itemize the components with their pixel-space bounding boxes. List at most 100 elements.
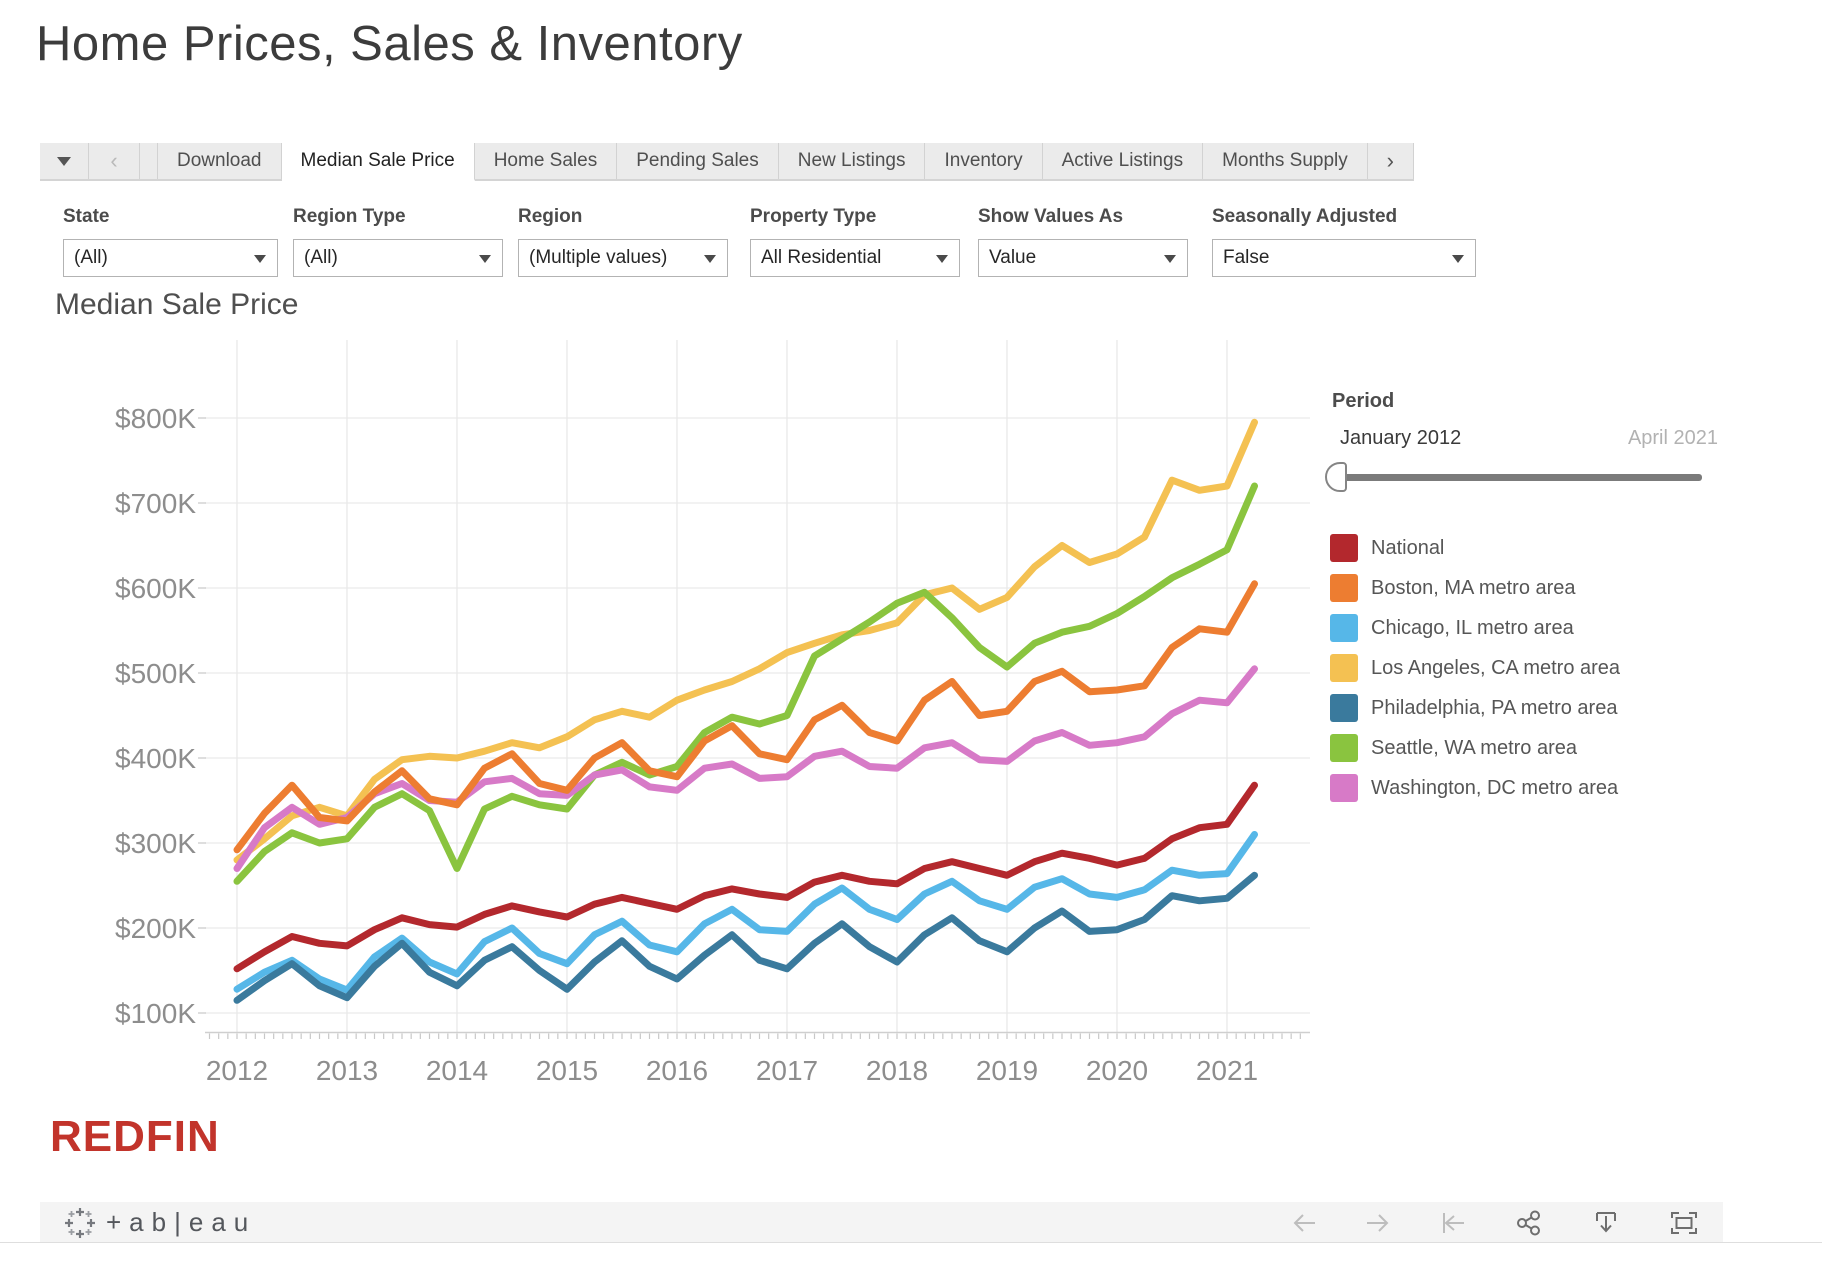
share-icon[interactable]: [1512, 1208, 1548, 1238]
legend-label: Philadelphia, PA metro area: [1371, 696, 1618, 719]
tab-pending-sales[interactable]: Pending Sales: [617, 143, 779, 179]
y-tick-label: $200K: [115, 913, 196, 944]
legend-swatch: [1330, 654, 1358, 682]
y-tick-label: $500K: [115, 658, 196, 689]
filter-dropdown-seasonally-adjusted[interactable]: False: [1212, 239, 1476, 277]
tab-inventory[interactable]: Inventory: [925, 143, 1043, 179]
page-title: Home Prices, Sales & Inventory: [36, 17, 743, 71]
legend-swatch: [1330, 574, 1358, 602]
legend-label: Chicago, IL metro area: [1371, 616, 1574, 639]
dropdown-caret-icon: [254, 255, 266, 263]
download-icon[interactable]: [1588, 1208, 1624, 1238]
dropdown-caret-icon: [936, 255, 948, 263]
series-line-washington-dc-metro-area[interactable]: [233, 665, 1258, 872]
x-tick-label: 2012: [206, 1055, 268, 1086]
y-tick-label: $600K: [115, 573, 196, 604]
slider-track[interactable]: [1341, 474, 1702, 481]
axes: [198, 417, 1310, 1039]
legend-swatch: [1330, 614, 1358, 642]
tab-months-supply[interactable]: Months Supply: [1203, 143, 1368, 179]
legend-item-seattle-wa-metro-area[interactable]: Seattle, WA metro area: [1330, 728, 1620, 768]
filter-label: State: [63, 206, 110, 227]
legend-label: Los Angeles, CA metro area: [1371, 656, 1621, 679]
tab-scroll-left-button[interactable]: ‹: [89, 143, 140, 179]
filter-dropdown-property-type[interactable]: All Residential: [750, 239, 960, 277]
divider: [0, 1242, 1822, 1243]
series-line-chicago-il-metro-area[interactable]: [233, 831, 1258, 994]
period-date-range: January 2012 April 2021: [1340, 427, 1718, 450]
undo-arrow-icon[interactable]: [1286, 1208, 1322, 1238]
series-line-national[interactable]: [233, 781, 1258, 973]
y-tick-label: $400K: [115, 743, 196, 774]
chevron-right-icon: ›: [1386, 148, 1394, 173]
tab-menu-button[interactable]: [40, 143, 89, 179]
legend-label: Washington, DC metro area: [1371, 776, 1619, 799]
period-start-label: January 2012: [1340, 427, 1462, 449]
y-tick-label: $800K: [115, 403, 196, 434]
legend-item-national[interactable]: National: [1330, 528, 1620, 568]
x-tick-label: 2020: [1086, 1055, 1148, 1086]
tab-strip-stub: [140, 143, 158, 179]
legend-label: National: [1371, 536, 1445, 559]
tableau-wordmark: +ab|eau: [106, 1207, 257, 1237]
x-tick-label: 2016: [646, 1055, 708, 1086]
legend-item-boston-ma-metro-area[interactable]: Boston, MA metro area: [1330, 568, 1620, 608]
redfin-logo: REDFIN: [50, 1112, 220, 1161]
period-slider[interactable]: [1325, 461, 1720, 495]
x-tick-label: 2015: [536, 1055, 598, 1086]
x-tick-label: 2013: [316, 1055, 378, 1086]
redo-arrow-icon[interactable]: [1360, 1208, 1396, 1238]
filter-region: Region (Multiple values): [518, 206, 728, 277]
reset-icon[interactable]: [1434, 1208, 1470, 1238]
series-line-philadelphia-pa-metro-area[interactable]: [233, 871, 1258, 1004]
legend-swatch: [1330, 734, 1358, 762]
filter-dropdown-region[interactable]: (Multiple values): [518, 239, 728, 277]
y-tick-label: $100K: [115, 998, 196, 1029]
legend-label: Boston, MA metro area: [1371, 576, 1576, 599]
tab-download[interactable]: Download: [158, 143, 282, 179]
period-end-label: April 2021: [1627, 427, 1718, 449]
tab-scroll-right-button[interactable]: ›: [1367, 143, 1414, 179]
series-line-seattle-wa-metro-area[interactable]: [233, 482, 1258, 885]
legend-swatch: [1330, 774, 1358, 802]
tableau-toolbar: +ab|eau: [40, 1202, 1723, 1242]
dropdown-caret-icon: [479, 255, 491, 263]
legend-item-los-angeles-ca-metro-area[interactable]: Los Angeles, CA metro area: [1330, 648, 1620, 688]
legend-item-philadelphia-pa-metro-area[interactable]: Philadelphia, PA metro area: [1330, 688, 1620, 728]
series-line-los-angeles-ca-metro-area[interactable]: [233, 418, 1258, 864]
tab-active-listings[interactable]: Active Listings: [1042, 143, 1204, 179]
legend: National Boston, MA metro area Chicago, IL…: [1330, 528, 1620, 808]
caret-down-icon: [57, 156, 71, 166]
filter-label: Show Values As: [978, 206, 1124, 227]
chart-title: Median Sale Price: [55, 288, 299, 321]
filter-show-values-as: Show Values As Value: [978, 206, 1188, 277]
dropdown-caret-icon: [1164, 255, 1176, 263]
x-tick-label: 2019: [976, 1055, 1038, 1086]
tab-median-sale-price[interactable]: Median Sale Price: [281, 143, 475, 181]
filter-dropdown-show-values-as[interactable]: Value: [978, 239, 1188, 277]
tableau-logo-icon: [65, 1208, 95, 1238]
filter-dropdown-state[interactable]: (All): [63, 239, 278, 277]
x-tick-label: 2017: [756, 1055, 818, 1086]
series-lines: [233, 418, 1258, 1004]
legend-swatch: [1330, 694, 1358, 722]
filter-label: Region: [518, 206, 583, 227]
filter-property-type: Property Type All Residential: [750, 206, 960, 277]
tab-new-listings[interactable]: New Listings: [778, 143, 926, 179]
chevron-left-icon: ‹: [110, 148, 118, 173]
legend-swatch: [1330, 534, 1358, 562]
y-tick-label: $300K: [115, 828, 196, 859]
x-tick-label: 2018: [866, 1055, 928, 1086]
filter-dropdown-region-type[interactable]: (All): [293, 239, 503, 277]
y-tick-label: $700K: [115, 488, 196, 519]
legend-item-chicago-il-metro-area[interactable]: Chicago, IL metro area: [1330, 608, 1620, 648]
tab-home-sales[interactable]: Home Sales: [474, 143, 618, 179]
series-line-boston-ma-metro-area[interactable]: [233, 580, 1258, 854]
slider-handle[interactable]: [1325, 462, 1347, 492]
dropdown-caret-icon: [1452, 255, 1464, 263]
legend-label: Seattle, WA metro area: [1371, 736, 1578, 759]
legend-item-washington-dc-metro-area[interactable]: Washington, DC metro area: [1330, 768, 1620, 808]
fullscreen-icon[interactable]: [1666, 1208, 1702, 1238]
x-tick-label: 2021: [1196, 1055, 1258, 1086]
